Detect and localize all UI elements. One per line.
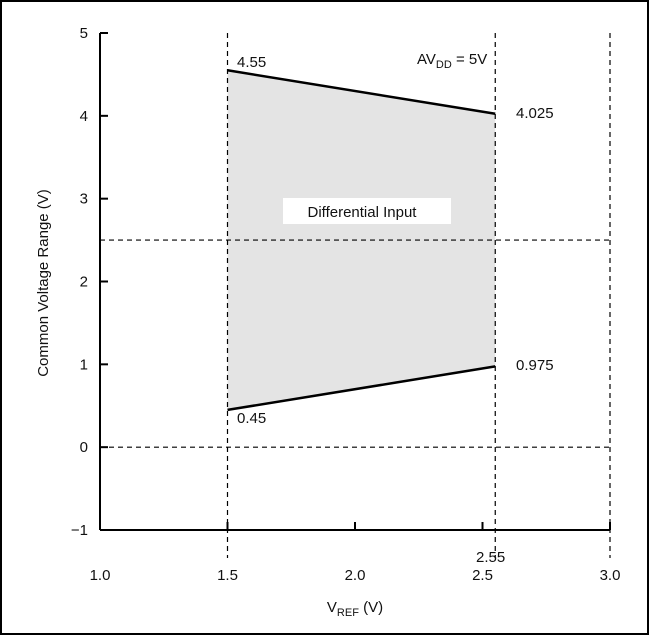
y-axis-label: Common Voltage Range (V): [35, 189, 52, 377]
x-tick-label: 1.5: [217, 567, 238, 584]
x-axis-label: VREF (V): [327, 599, 383, 619]
label-upper-left: 4.55: [237, 54, 266, 71]
label-lower-right: 0.975: [516, 357, 554, 374]
y-tick-label: 1: [80, 356, 88, 373]
x-axis-label-sub: REF: [337, 607, 359, 619]
x-tick-label: 3.0: [600, 567, 621, 584]
y-tick-label: 0: [80, 439, 88, 456]
y-tick-label: 4: [80, 108, 88, 125]
plot-area: −1 0 1 2 3 4 5 1.0 1.5 2.0 2.5 3.0: [71, 25, 621, 584]
y-tick-label: 5: [80, 25, 88, 42]
label-vref-2-55: 2.55: [476, 549, 505, 566]
x-axis-label-unit: (V): [359, 599, 383, 616]
condition-label-suffix: = 5V: [452, 51, 487, 68]
y-tick-label: 2: [80, 274, 88, 291]
x-tick-label: 2.5: [472, 567, 493, 584]
condition-label-main: AV: [417, 51, 436, 68]
condition-label: AVDD = 5V: [417, 51, 487, 71]
condition-label-sub: DD: [436, 59, 452, 71]
lower-boundary-line: [227, 365, 496, 412]
x-tick-label: 2.0: [345, 567, 366, 584]
y-tick-label: 3: [80, 191, 88, 208]
label-lower-left: 0.45: [237, 410, 266, 427]
x-tick-label: 1.0: [90, 567, 111, 584]
upper-boundary-line: [227, 69, 496, 115]
x-axis-label-main: V: [327, 599, 337, 616]
region-label-background: [283, 198, 451, 224]
region-label: Differential Input: [308, 204, 418, 221]
label-upper-right: 4.025: [516, 105, 554, 122]
y-tick-label: −1: [71, 522, 88, 539]
